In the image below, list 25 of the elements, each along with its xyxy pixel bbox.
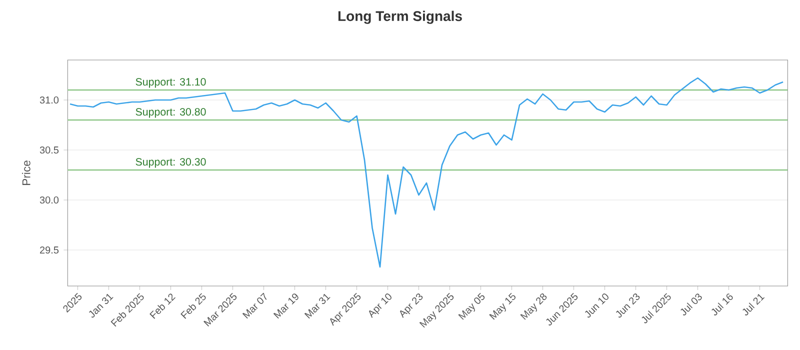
x-tick-label: May 28 — [520, 293, 547, 320]
ref-line-label: Support: 30.30 — [136, 158, 206, 168]
x-tick-label: Jul 16 — [712, 294, 733, 316]
y-axis-title: Price — [22, 160, 30, 185]
x-tick-label: Jun 23 — [616, 293, 640, 318]
x-tick-label: Jul 03 — [680, 294, 702, 316]
x-tick-label: Feb 12 — [150, 294, 176, 319]
x-tick-label: Mar 19 — [273, 294, 298, 319]
ref-line-label: Support: 30.80 — [136, 108, 206, 118]
y-tick-label: 30.0 — [40, 196, 59, 204]
y-tick-label: 29.5 — [40, 246, 59, 254]
x-tick-label: Apr 10 — [368, 294, 392, 318]
x-tick-label: May 15 — [489, 292, 516, 320]
ref-line-label: Support: 31.10 — [136, 78, 206, 88]
x-tick-label: Apr 23 — [400, 293, 423, 318]
x-tick-label: Jan 31 — [89, 294, 114, 318]
x-tick-label: Mar 07 — [242, 292, 267, 319]
x-tick-label: Jul 21 — [742, 294, 765, 316]
x-tick-label: Jun 10 — [585, 294, 608, 318]
x-tick-label: Feb 25 — [180, 293, 206, 319]
y-tick-label: 31.0 — [40, 96, 59, 104]
chart-title: Long Term Signals — [338, 10, 462, 24]
x-tick-label: May 05 — [458, 292, 485, 320]
y-tick-label: 30.5 — [40, 146, 59, 154]
x-tick-label: Mar 31 — [304, 294, 330, 319]
